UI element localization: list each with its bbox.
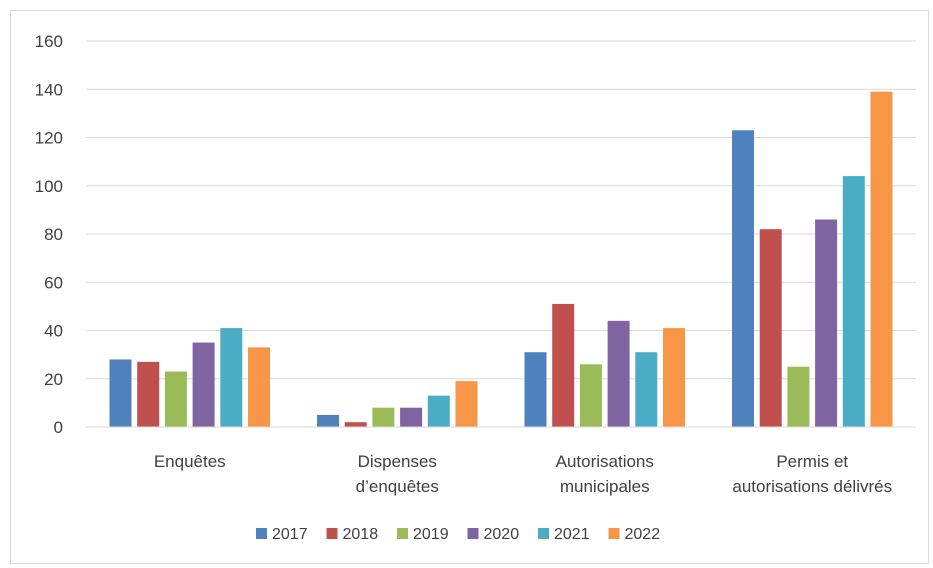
bar-chart: 0 20 40 60 80 100 120 140 160 Enquêtes Dispenses d… [35,32,916,543]
bar-2018-1 [137,361,160,427]
gridlines [86,40,916,380]
legend-label-2021: 2021 [554,526,590,543]
bar-2019-1 [164,371,187,427]
bar-2022-2 [455,381,478,427]
legend-label-2020: 2020 [484,526,520,543]
y-tick-label: 60 [44,273,63,292]
bar-2017-4 [732,130,754,427]
bar-2018-2 [344,422,367,427]
category-labels: Enquêtes Dispenses d’enquêtes Autorisations… [154,452,892,496]
bar-2019-3 [579,364,602,427]
legend-swatch-2022 [608,528,620,539]
bar-2020-3 [607,320,630,427]
y-tick-label: 100 [35,177,63,196]
y-axis-ticks: 0 20 40 60 80 100 120 140 160 [35,32,63,437]
y-tick-label: 20 [44,370,63,389]
legend-label-2022: 2022 [625,526,661,543]
legend-swatch-2018 [326,528,338,539]
legend-label-2019: 2019 [413,526,449,543]
y-tick-label: 0 [54,418,63,437]
bar-2018-3 [552,303,575,427]
chart-container: 0 20 40 60 80 100 120 140 160 Enquêtes Dispenses d… [10,10,929,564]
bar-2020-2 [400,407,423,427]
bar-2017-1 [109,359,132,427]
bar-2021-4 [842,176,865,427]
bar-2017-2 [317,414,339,427]
y-tick-label: 40 [44,322,63,341]
y-tick-label: 140 [35,80,63,99]
legend-swatch-2017 [256,528,267,539]
bar-2020-1 [192,342,215,427]
legend-swatch-2020 [467,528,479,539]
category-label: Dispenses [358,452,437,471]
bar-2022-1 [248,347,270,427]
bar-2020-4 [815,219,838,427]
bar-2022-3 [663,328,685,427]
category-label: municipales [560,477,650,496]
legend: 2017 2018 2019 2020 2021 2022 [256,526,660,543]
y-tick-label: 160 [35,32,63,51]
bar-2017-3 [524,352,547,427]
bar-2019-2 [372,407,395,427]
legend-label-2018: 2018 [343,526,379,543]
y-tick-label: 120 [35,129,63,148]
bars [109,91,893,427]
bar-2022-4 [870,91,893,427]
y-tick-label: 80 [44,225,63,244]
bar-2021-2 [427,395,450,427]
category-label: Autorisations [556,452,654,471]
category-label: d’enquêtes [356,477,439,496]
legend-swatch-2021 [538,528,549,539]
bar-2021-1 [220,328,243,427]
category-label: Permis et [776,452,848,471]
bar-2021-3 [635,352,658,427]
category-label: autorisations délivrés [732,477,892,496]
bar-2018-4 [759,229,782,427]
category-label: Enquêtes [154,452,226,471]
legend-swatch-2019 [397,528,408,539]
bar-2019-4 [787,366,810,427]
legend-label-2017: 2017 [272,526,308,543]
